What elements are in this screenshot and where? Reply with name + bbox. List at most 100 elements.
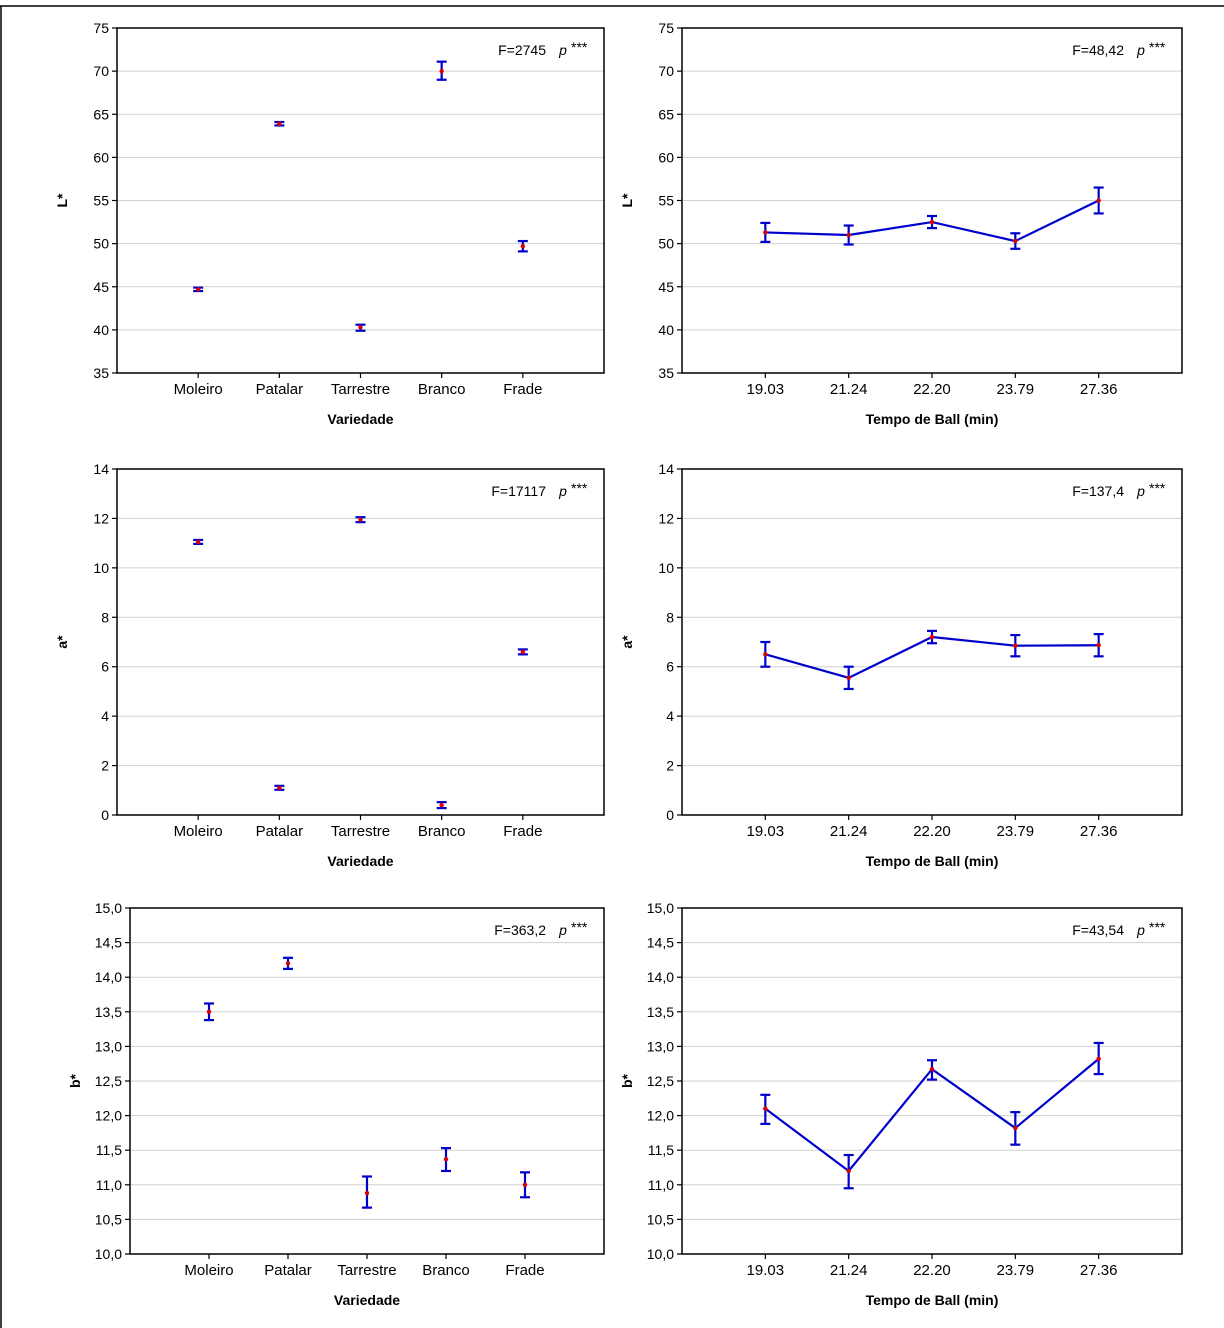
y-tick-label: 40 bbox=[658, 322, 674, 338]
data-point bbox=[443, 1156, 449, 1162]
y-tick-label: 12,0 bbox=[647, 1108, 674, 1124]
y-tick-label: 11,0 bbox=[648, 1177, 674, 1193]
y-tick-label: 15,0 bbox=[95, 900, 122, 916]
y-tick-label: 70 bbox=[93, 63, 109, 79]
data-point bbox=[763, 230, 768, 235]
data-point bbox=[846, 675, 851, 681]
y-tick-label: 10,5 bbox=[647, 1211, 674, 1227]
y-axis-label: b* bbox=[619, 1073, 635, 1088]
x-tick-label: Patalar bbox=[256, 381, 304, 398]
x-axis-label: Variedade bbox=[327, 853, 393, 869]
y-tick-label: 15,0 bbox=[647, 900, 674, 916]
y-tick-label: 13,0 bbox=[647, 1038, 674, 1054]
x-tick-label: Branco bbox=[422, 1262, 470, 1279]
x-tick-label: 27.36 bbox=[1080, 381, 1118, 398]
y-tick-label: 12 bbox=[93, 510, 109, 526]
y-tick-label: 8 bbox=[101, 609, 109, 625]
x-tick-label: Frade bbox=[503, 823, 542, 840]
data-point bbox=[285, 961, 291, 966]
y-tick-label: 2 bbox=[666, 758, 674, 774]
y-tick-label: 45 bbox=[658, 279, 674, 295]
p-label: p bbox=[558, 922, 567, 938]
data-point bbox=[195, 287, 201, 292]
x-tick-label: 21.24 bbox=[830, 381, 868, 398]
x-axis-label: Tempo de Ball (min) bbox=[866, 1292, 999, 1308]
x-tick-label: Frade bbox=[505, 1262, 544, 1279]
x-axis-label: Tempo de Ball (min) bbox=[866, 411, 999, 427]
data-point bbox=[206, 1009, 212, 1014]
x-tick-label: 21.24 bbox=[830, 1262, 868, 1279]
x-tick-label: 22.20 bbox=[913, 823, 951, 840]
y-tick-label: 55 bbox=[93, 193, 109, 209]
x-tick-label: 23.79 bbox=[997, 381, 1035, 398]
data-point bbox=[364, 1190, 370, 1196]
y-tick-label: 14,0 bbox=[95, 969, 122, 985]
x-tick-label: 27.36 bbox=[1080, 823, 1118, 840]
chart-panel-6: 10,0 10,5 11,0 11,5 12,0 12,5 13,0 13,5 14,0 14,5… bbox=[619, 900, 1183, 1308]
significance-stars: *** bbox=[571, 39, 588, 55]
chart-panel-5: 10,0 10,5 11,0 11,5 12,0 12,5 13,0 13,5 14,0 14,5… bbox=[67, 900, 605, 1308]
y-tick-label: 6 bbox=[666, 659, 674, 675]
x-tick-label: Patalar bbox=[256, 823, 304, 840]
y-tick-label: 10 bbox=[93, 560, 109, 576]
y-axis-label: b* bbox=[67, 1073, 83, 1088]
y-tick-label: 13,5 bbox=[95, 1004, 122, 1020]
data-point bbox=[522, 1182, 528, 1188]
figure-frame bbox=[0, 5, 1224, 1328]
y-tick-label: 4 bbox=[666, 708, 674, 724]
y-tick-label: 11,5 bbox=[96, 1142, 122, 1158]
significance-stars: *** bbox=[1149, 39, 1166, 55]
chart-panel-2: 35 40 45 50 55 60 65 70 75 19.03 21.24 22.20 23.79 27… bbox=[619, 20, 1183, 427]
y-tick-label: 14,5 bbox=[95, 935, 122, 951]
y-tick-label: 60 bbox=[658, 149, 674, 165]
x-tick-label: Tarrestre bbox=[337, 1262, 396, 1279]
p-label: p bbox=[558, 42, 567, 58]
x-axis-label: Variedade bbox=[334, 1292, 400, 1308]
x-axis-label: Variedade bbox=[327, 411, 393, 427]
data-point bbox=[439, 68, 444, 74]
data-point bbox=[358, 325, 363, 330]
y-tick-label: 13,5 bbox=[647, 1004, 674, 1020]
y-tick-label: 14 bbox=[93, 461, 109, 477]
p-label: p bbox=[1136, 483, 1145, 499]
y-tick-label: 10 bbox=[658, 560, 674, 576]
f-statistic: F=43,54 bbox=[1072, 922, 1124, 938]
y-tick-label: 65 bbox=[658, 106, 674, 122]
x-tick-label: Tarrestre bbox=[331, 381, 390, 398]
y-tick-label: 14 bbox=[658, 461, 674, 477]
data-point bbox=[929, 634, 935, 640]
chart-panel-4: 0 2 4 6 8 10 12 14 19.03 21.24 22.20 23.79 27.36 Temp… bbox=[619, 461, 1183, 869]
y-tick-label: 12,0 bbox=[95, 1108, 122, 1124]
y-tick-label: 8 bbox=[666, 609, 674, 625]
f-statistic: F=17117 bbox=[491, 483, 546, 499]
p-label: p bbox=[558, 483, 567, 499]
y-tick-label: 10,0 bbox=[95, 1246, 122, 1262]
data-point bbox=[277, 121, 282, 126]
y-tick-label: 10,0 bbox=[647, 1246, 674, 1262]
y-tick-label: 35 bbox=[658, 365, 674, 381]
data-point bbox=[358, 517, 363, 522]
x-tick-label: Moleiro bbox=[174, 381, 223, 398]
y-tick-label: 4 bbox=[101, 708, 109, 724]
data-point bbox=[1013, 1125, 1018, 1131]
x-tick-label: 21.24 bbox=[830, 823, 868, 840]
y-tick-label: 75 bbox=[93, 20, 109, 36]
y-tick-label: 0 bbox=[101, 807, 109, 823]
data-point bbox=[1096, 643, 1101, 648]
x-tick-label: Patalar bbox=[264, 1262, 312, 1279]
significance-stars: *** bbox=[1149, 480, 1166, 496]
y-tick-label: 14,0 bbox=[647, 969, 674, 985]
data-point bbox=[846, 232, 851, 238]
y-tick-label: 0 bbox=[666, 807, 674, 823]
data-point bbox=[1096, 198, 1101, 203]
x-tick-label: Branco bbox=[418, 381, 466, 398]
y-tick-label: 45 bbox=[93, 279, 109, 295]
x-tick-label: 23.79 bbox=[997, 823, 1035, 840]
data-point bbox=[929, 219, 935, 225]
data-point bbox=[277, 785, 282, 791]
data-point bbox=[1096, 1056, 1101, 1062]
data-point bbox=[1013, 238, 1018, 244]
y-tick-label: 11,5 bbox=[648, 1142, 674, 1158]
y-tick-label: 12 bbox=[658, 510, 674, 526]
chart-panel-3: 0 2 4 6 8 10 12 14 Moleiro Patalar Tarrestre Branco… bbox=[54, 461, 605, 869]
